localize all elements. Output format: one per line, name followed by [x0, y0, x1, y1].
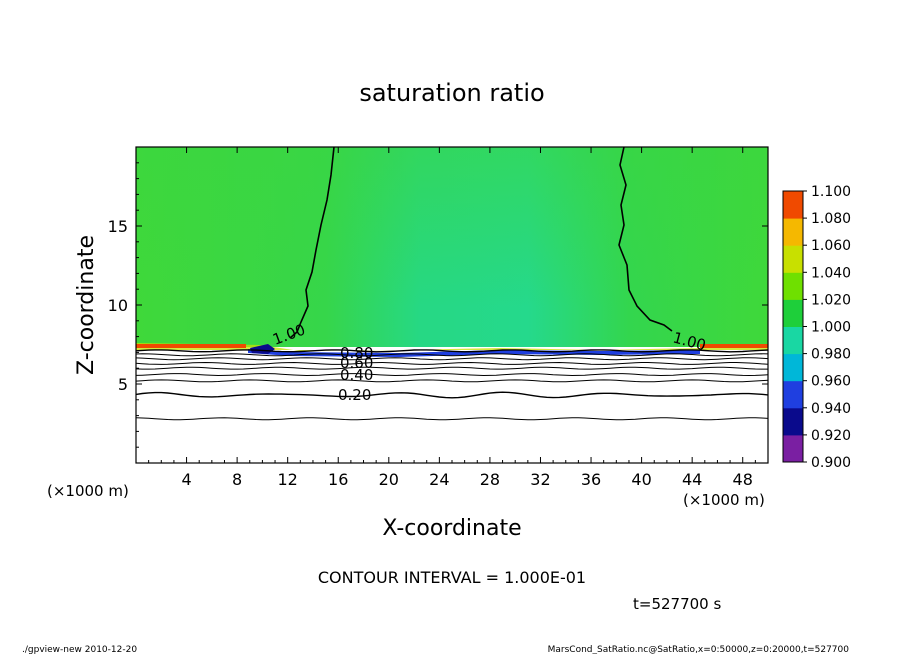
x-axis-title: X-coordinate — [382, 516, 521, 541]
contour-line — [136, 353, 768, 357]
colorbar-swatch — [783, 380, 803, 409]
colorbar-label: 0.920 — [811, 428, 851, 444]
colorbar-swatch — [783, 191, 803, 219]
x-axis-ticks: 4 8 12 16 20 24 28 32 36 40 44 48 — [148, 147, 756, 489]
colorbar-label: 1.060 — [811, 238, 851, 254]
contour-label: 0.20 — [338, 386, 371, 404]
colorbar-swatch — [783, 218, 803, 246]
colorbar-swatch — [783, 407, 803, 436]
colorbar-swatch — [783, 434, 803, 463]
y-axis-title: Z-coordinate — [74, 235, 99, 375]
contour-1-right — [618, 147, 673, 332]
chart-title: saturation ratio — [359, 79, 544, 107]
x-tick-label: 4 — [181, 470, 191, 489]
y-tick-label: 10 — [108, 296, 128, 315]
x-tick-label: 40 — [631, 470, 651, 489]
x-tick-label: 44 — [682, 470, 702, 489]
colorbar-label: 0.940 — [811, 401, 851, 417]
x-tick-label: 28 — [480, 470, 500, 489]
contour-label: 0.40 — [340, 366, 373, 384]
x-tick-label: 48 — [733, 470, 753, 489]
colorbar-frame — [782, 190, 804, 463]
contour-line — [136, 361, 768, 365]
y-axis-unit: (×1000 m) — [683, 491, 765, 509]
contour-1-left — [289, 147, 335, 339]
colorbar-swatch — [783, 299, 803, 327]
colorbar-label: 1.040 — [811, 265, 851, 281]
x-axis-unit: (×1000 m) — [47, 482, 129, 500]
cloud-base-red-left — [136, 344, 246, 348]
colorbar-swatch — [783, 272, 803, 300]
colorbar-swatch — [783, 245, 803, 273]
contour-label: 0.80 — [340, 344, 373, 362]
x-tick-label: 32 — [530, 470, 550, 489]
contour-label: 0.60 — [340, 354, 373, 372]
colorbar-label: 1.020 — [811, 292, 851, 308]
contour-line — [136, 349, 768, 353]
y-tick-label: 15 — [108, 217, 128, 236]
footer-right: MarsCond_SatRatio.nc@SatRatio,x=0:50000,… — [548, 645, 850, 654]
colorbar-swatch — [783, 353, 803, 382]
contour-line — [136, 417, 768, 421]
x-tick-label: 16 — [328, 470, 348, 489]
x-tick-label: 20 — [379, 470, 399, 489]
x-tick-label: 24 — [429, 470, 449, 489]
x-tick-label: 36 — [581, 470, 601, 489]
contour-lines — [136, 349, 768, 421]
contour-line — [136, 357, 768, 361]
y-tick-label: 5 — [118, 375, 128, 394]
contour-line — [136, 373, 768, 377]
colorbar: 0.900 0.920 0.940 0.960 0.980 1.000 1.020 1.040… — [783, 184, 851, 471]
contour-one-lines — [289, 147, 673, 339]
colorbar-swatch — [783, 326, 803, 355]
time-text: t=527700 s — [633, 595, 721, 613]
contour-line — [136, 391, 768, 399]
contour-line — [136, 366, 768, 370]
footer-left: ./gpview-new 2010-12-20 — [22, 645, 137, 654]
x-tick-label: 12 — [278, 470, 298, 489]
colorbar-label: 0.900 — [811, 455, 851, 471]
y-axis-ticks: 5 10 15 — [108, 162, 768, 448]
x-tick-label: 8 — [232, 470, 242, 489]
colorbar-label: 1.000 — [811, 320, 851, 336]
colorbar-label: 0.960 — [811, 374, 851, 390]
cloud-base-red-right — [700, 344, 768, 348]
saturated-region-shade — [136, 147, 768, 347]
contour-line — [136, 379, 768, 383]
colorbar-label: 0.980 — [811, 347, 851, 363]
subsaturated-edge — [248, 349, 700, 357]
contour-interval-text: CONTOUR INTERVAL = 1.000E-01 — [318, 568, 586, 587]
plot-area — [136, 147, 768, 463]
colorbar-label: 1.080 — [811, 211, 851, 227]
colorbar-label: 1.100 — [811, 184, 851, 200]
